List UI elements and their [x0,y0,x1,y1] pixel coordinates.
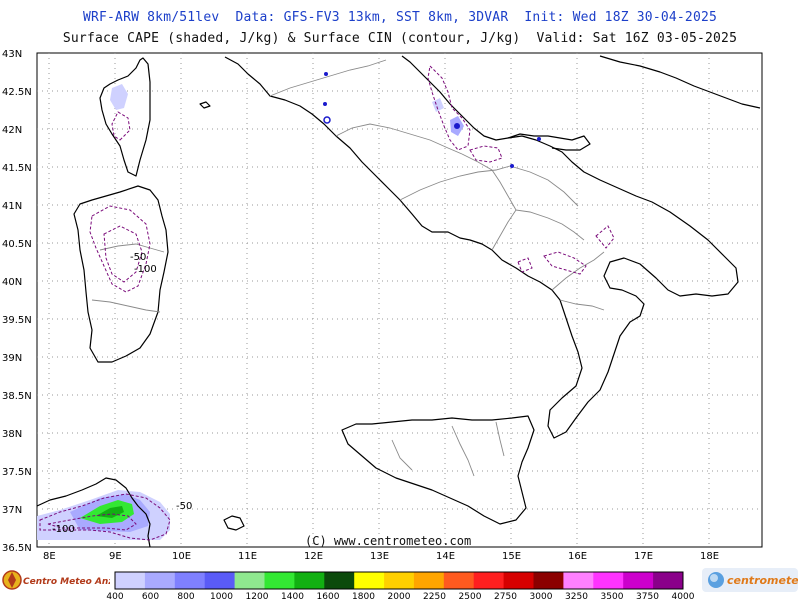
lon-label: 11E [238,551,257,562]
colorbar-swatch [653,572,684,589]
colorbar-label: 1400 [281,592,304,600]
coast-corsica [99,57,151,177]
colorbar-swatch [354,572,385,589]
colorbar-swatch [294,572,325,589]
colorbar-swatches [114,571,684,590]
colorbar-label: 3500 [601,592,624,600]
cape-spots [323,72,541,168]
coast-italy-west [224,55,739,439]
lat-label: 37.5N [2,467,32,478]
cin-label-sardinia-50: -50 [130,252,146,263]
lat-label: 43N [2,49,22,60]
colorbar-swatch [443,572,475,589]
cin-label-sardinia-100: -100 [134,264,157,275]
colorbar-swatch [533,572,564,589]
lat-label: 40.5N [2,239,32,250]
coast-gargano [507,133,591,151]
title-line-1: WRF-ARW 8km/51lev Data: GFS-FV3 13km, SS… [82,10,718,25]
centrometeo-logo: centrometeo [702,568,798,592]
colorbar-swatch [144,572,176,589]
lat-label: 42.5N [2,87,32,98]
colorbar-label: 3000 [530,592,553,600]
colorbar-label: 400 [106,592,123,600]
colorbar-label: 2250 [423,592,446,600]
lon-label: 9E [109,551,122,562]
colorbar-swatch [174,572,206,589]
colorbar-label: 1800 [352,592,375,600]
lat-label: 39.5N [2,315,32,326]
colorbar-labels: 400 600 800 1000 1200 1400 1600 1800 2000 2250 250… [106,592,694,600]
colorbar-swatch [473,572,505,589]
colorbar: 400 600 800 1000 1200 1400 1600 1800 2000 2250 250… [106,571,695,600]
lon-label: 18E [700,551,719,562]
lat-axis: 43N 42.5N 42N 41.5N 41N 40.5N 40N 39.5N … [2,49,32,554]
colorbar-swatch [234,572,265,589]
colorbar-swatch [324,572,355,589]
coast-malta [223,515,245,531]
map-frame [36,52,763,548]
centro-meteo-anzio-logo: Centro Meteo Anzio [2,570,110,590]
colorbar-label: 4000 [672,592,695,600]
colorbar-label: 2500 [459,592,482,600]
lat-label: 39N [2,353,22,364]
lon-label: 8E [43,551,56,562]
lat-label: 38N [2,429,22,440]
colorbar-swatch [623,572,654,589]
coast-croatia [599,55,761,109]
lon-label: 16E [568,551,587,562]
lon-label: 10E [172,551,191,562]
lat-label: 41N [2,201,22,212]
colorbar-label: 3250 [565,592,588,600]
cape-shade-adriatic [432,98,444,112]
lat-label: 42N [2,125,22,136]
lat-label: 38.5N [2,391,32,402]
colorbar-label: 1000 [210,592,233,600]
cin-contours [39,64,615,541]
graticule [37,53,762,547]
cape-shade-corsica [110,84,128,110]
cin-label-tunisia-100: -100 [52,524,75,535]
colorbar-label: 600 [142,592,159,600]
lat-label: 37N [2,505,22,516]
lat-label: 41.5N [2,163,32,174]
colorbar-swatch [264,572,295,589]
colorbar-label: 3750 [636,592,659,600]
lon-label: 12E [304,551,323,562]
colorbar-swatch [115,572,146,589]
colorbar-label: 2000 [388,592,411,600]
logo-right-text: centrometeo [727,574,798,587]
colorbar-swatch [384,572,415,589]
colorbar-swatch [593,572,624,589]
lon-label: 13E [370,551,389,562]
lon-label: 14E [436,551,455,562]
colorbar-swatch [204,572,236,589]
logo-left-text: Centro Meteo Anzio [23,577,110,587]
colorbar-swatch [563,572,594,589]
title-line-2: Surface CAPE (shaded, J/kg) & Surface CI… [62,31,738,46]
coastlines [36,55,761,548]
lat-label: 36.5N [2,543,32,554]
coast-elba [199,101,211,109]
colorbar-label: 2750 [494,592,517,600]
lon-axis: 8E 9E 10E 11E 12E 13E 14E 15E 16E 17E 18… [43,551,719,562]
colorbar-outline [114,571,684,590]
colorbar-swatch [413,572,445,589]
lon-label: 17E [634,551,653,562]
lat-label: 40N [2,277,22,288]
cin-label-tunisia-50: -50 [176,501,192,512]
colorbar-label: 1200 [246,592,269,600]
colorbar-label: 800 [177,592,194,600]
coast-sardinia [73,185,169,363]
colorbar-label: 1600 [317,592,340,600]
coast-sicily [341,415,535,525]
coast-tunisia [36,477,151,548]
colorbar-swatch [503,572,534,589]
region-borders [91,59,605,477]
copyright-text: (C) www.centrometeo.com [305,534,472,548]
lon-label: 15E [502,551,521,562]
